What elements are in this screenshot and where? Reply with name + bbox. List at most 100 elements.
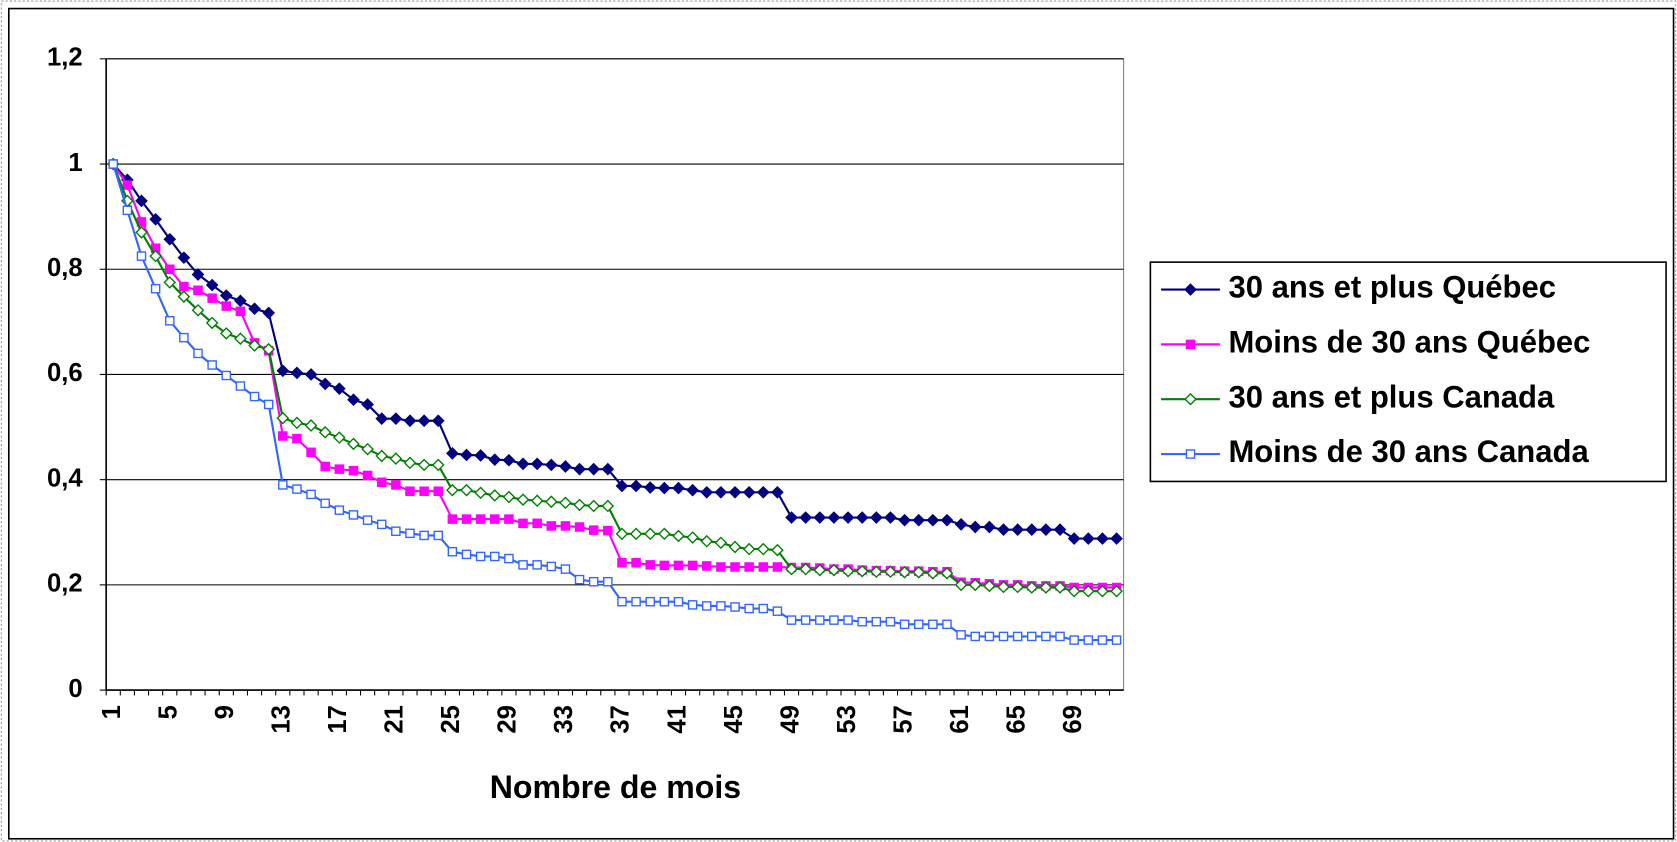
marker [461, 549, 472, 560]
marker [658, 481, 671, 495]
marker [1067, 532, 1081, 545]
marker [532, 560, 542, 570]
marker [716, 601, 726, 611]
marker [276, 411, 290, 425]
marker [361, 442, 374, 456]
marker [332, 382, 346, 395]
marker [221, 301, 232, 311]
marker [913, 619, 924, 630]
marker [290, 366, 304, 380]
marker [262, 306, 276, 320]
marker [164, 316, 175, 326]
marker [1025, 581, 1039, 594]
marker [433, 530, 444, 541]
marker [347, 393, 360, 407]
marker [659, 560, 670, 571]
marker [730, 602, 740, 612]
marker [235, 381, 246, 391]
marker [447, 546, 458, 557]
marker [1067, 584, 1081, 598]
marker [588, 525, 599, 535]
marker [813, 563, 827, 577]
marker [1083, 635, 1094, 645]
marker [348, 465, 359, 476]
marker [984, 631, 995, 642]
marker [248, 302, 261, 316]
marker [375, 412, 389, 425]
marker [163, 232, 177, 246]
marker [1039, 523, 1053, 536]
marker [1081, 532, 1095, 545]
marker [559, 496, 572, 510]
marker [970, 631, 981, 642]
marker [389, 452, 403, 465]
marker [1039, 581, 1053, 594]
marker [490, 551, 500, 562]
marker [249, 391, 260, 402]
marker [405, 486, 415, 496]
marker [502, 490, 516, 504]
marker [700, 485, 714, 499]
marker [234, 332, 247, 346]
legend-marker [1184, 283, 1197, 296]
y-tick-label: 1 [68, 149, 82, 177]
marker [686, 483, 699, 497]
x-tick-label: 29 [494, 705, 522, 734]
marker [235, 306, 246, 317]
marker [376, 477, 387, 488]
marker [857, 616, 867, 627]
marker [714, 536, 728, 550]
marker [997, 580, 1010, 594]
marker [1012, 631, 1023, 642]
marker [940, 566, 954, 580]
marker [191, 303, 205, 317]
marker [504, 514, 514, 524]
marker [135, 226, 148, 239]
marker [1041, 631, 1051, 642]
marker [998, 631, 1009, 642]
marker [219, 289, 233, 302]
marker [926, 513, 940, 527]
marker [829, 615, 839, 625]
marker [673, 560, 684, 571]
marker [744, 562, 754, 572]
marker [447, 514, 458, 524]
marker [869, 565, 883, 579]
marker [855, 511, 869, 524]
marker [587, 499, 601, 513]
marker [417, 458, 431, 472]
marker [431, 458, 445, 472]
marker [928, 619, 938, 630]
marker [306, 489, 316, 500]
marker [150, 283, 161, 294]
x-tick-label: 25 [437, 705, 465, 734]
marker [1110, 532, 1123, 545]
marker [334, 505, 345, 515]
marker [968, 578, 982, 592]
marker [771, 543, 784, 557]
marker [403, 414, 417, 428]
marker [631, 596, 641, 607]
marker [122, 180, 133, 190]
y-tick-label: 0,6 [47, 359, 83, 387]
marker [488, 453, 502, 467]
legend-marker [1185, 449, 1196, 459]
marker [687, 560, 698, 571]
marker [629, 479, 643, 493]
marker [560, 564, 571, 574]
legend-label: 30 ans et plus Québec [1228, 270, 1556, 305]
marker [391, 480, 401, 490]
marker [518, 518, 528, 529]
x-tick-label: 13 [268, 705, 296, 734]
marker [631, 558, 641, 568]
marker [304, 368, 318, 381]
y-tick-label: 0,8 [47, 254, 83, 282]
marker [617, 558, 627, 568]
marker [588, 576, 599, 587]
marker [603, 576, 613, 587]
marker [207, 293, 217, 303]
y-tick-label: 1,2 [47, 44, 83, 72]
marker [701, 601, 712, 611]
x-tick-label: 65 [1002, 705, 1030, 734]
marker [560, 521, 571, 531]
